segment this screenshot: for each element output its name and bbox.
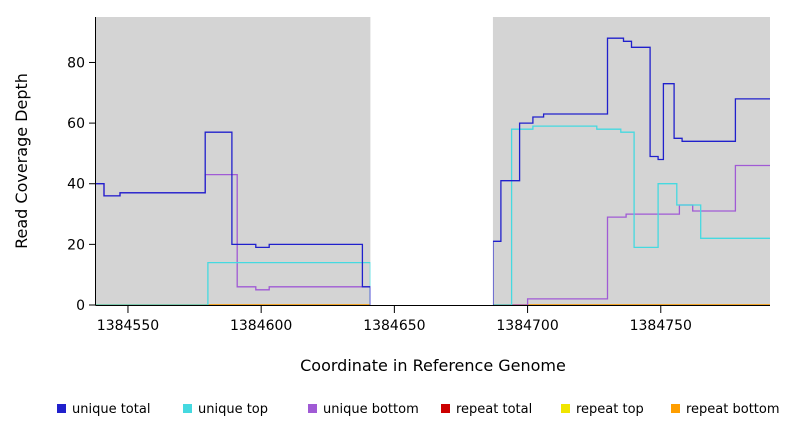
legend-label-repeat-total: repeat total bbox=[456, 402, 532, 417]
legend-label-unique-bottom: unique bottom bbox=[323, 402, 419, 417]
legend-item-repeat-top: repeat top bbox=[561, 402, 644, 417]
y-axis-label: Read Coverage Depth bbox=[12, 73, 31, 249]
y-tick-label: 40 bbox=[67, 177, 85, 193]
legend-item-unique-bottom: unique bottom bbox=[308, 402, 419, 417]
x-tick-label: 1384600 bbox=[230, 318, 292, 334]
x-axis-label: Coordinate in Reference Genome bbox=[300, 356, 566, 375]
axes: 0 20 40 60 80 1384550 1384600 1384650 1384700 138… bbox=[67, 17, 770, 334]
legend-label-unique-total: unique total bbox=[72, 402, 150, 417]
x-tick-label: 1384700 bbox=[496, 318, 558, 334]
legend-swatch-repeat-total bbox=[441, 404, 450, 413]
gap-band bbox=[370, 17, 493, 305]
legend-item-repeat-total: repeat total bbox=[441, 402, 532, 417]
legend-swatch-repeat-top bbox=[561, 404, 570, 413]
legend-item-repeat-bottom: repeat bottom bbox=[671, 402, 780, 417]
x-tick-label: 1384650 bbox=[363, 318, 425, 334]
y-tick-label: 20 bbox=[67, 237, 85, 253]
legend-swatch-unique-bottom bbox=[308, 404, 317, 413]
y-tick-label: 80 bbox=[67, 55, 85, 71]
legend-label-repeat-bottom: repeat bottom bbox=[686, 402, 780, 417]
x-tick-label: 1384750 bbox=[630, 318, 692, 334]
legend-item-unique-total: unique total bbox=[57, 402, 150, 417]
legend: unique total unique top unique bottom re… bbox=[57, 402, 780, 417]
y-tick-label: 60 bbox=[67, 116, 85, 132]
legend-label-unique-top: unique top bbox=[198, 402, 268, 417]
legend-label-repeat-top: repeat top bbox=[576, 402, 644, 417]
x-tick-label: 1384550 bbox=[97, 318, 159, 334]
legend-item-unique-top: unique top bbox=[183, 402, 268, 417]
legend-swatch-unique-total bbox=[57, 404, 66, 413]
y-tick-label: 0 bbox=[76, 298, 85, 314]
legend-swatch-unique-top bbox=[183, 404, 192, 413]
legend-swatch-repeat-bottom bbox=[671, 404, 680, 413]
series-line-unique-total bbox=[96, 37, 770, 306]
no-data-band bbox=[370, 17, 493, 305]
